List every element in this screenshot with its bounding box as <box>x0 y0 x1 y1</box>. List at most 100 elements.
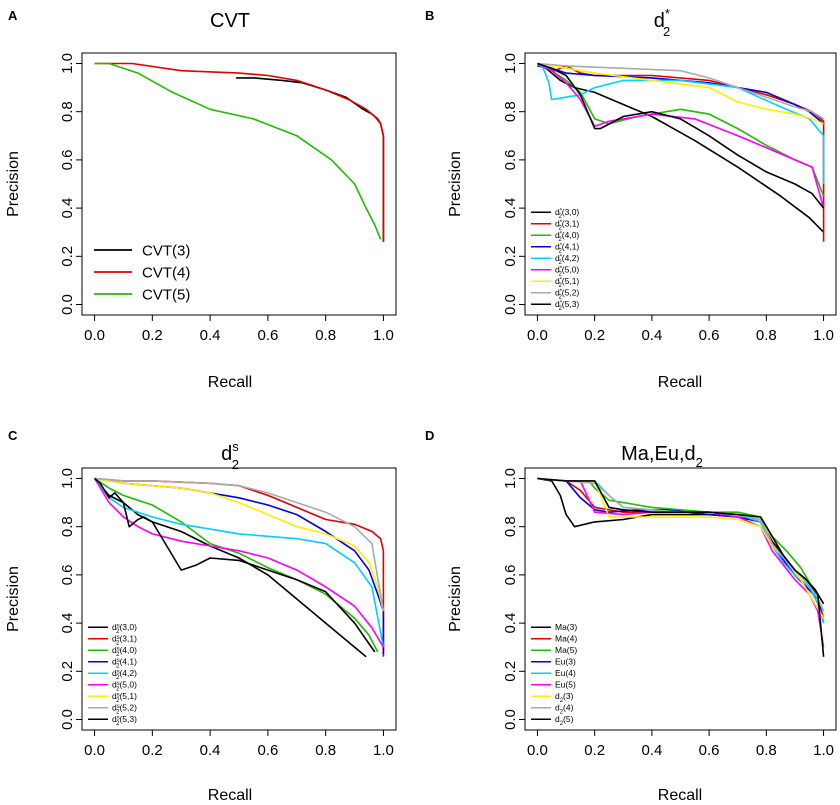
legend: CVT(3) CVT(4) CVT(5) <box>94 242 190 303</box>
legend-name: d <box>555 219 560 229</box>
x-tick-label: 0.2 <box>142 327 163 344</box>
legend-params: (5,0) <box>562 265 580 275</box>
legend-sup: s <box>117 669 120 675</box>
legend-label-6: ds 2(5,0) <box>112 680 137 693</box>
legend-label-4: Eu(3) <box>555 657 576 667</box>
y-axis-label: Precision <box>447 566 464 632</box>
x-tick-label: 0.8 <box>315 742 336 759</box>
y-axis-label: Precision <box>447 151 464 217</box>
legend-params: (4,0) <box>119 645 137 655</box>
legend-label-6: d* 2(5,0) <box>555 265 579 278</box>
legend-name: d <box>112 634 117 644</box>
legend-label-2: ds 2(3,1) <box>112 634 137 647</box>
legend-sub: 2 <box>558 272 561 278</box>
legend-name: Eu(4) <box>555 668 576 678</box>
series-line-3 <box>94 477 379 653</box>
legend-sub: 2 <box>560 698 563 704</box>
legend-name: CVT(3) <box>142 242 190 259</box>
legend-label-7: d* 2(5,1) <box>555 276 579 289</box>
x-axis-label: Recall <box>658 787 702 804</box>
legend-sub: 2 <box>558 283 561 289</box>
legend-name: Ma(4) <box>555 634 577 644</box>
y-axis-label: Precision <box>5 566 22 632</box>
chart-title: CVT <box>210 10 250 32</box>
legend-sub: 2 <box>116 641 119 647</box>
panel-letter: B <box>425 8 434 23</box>
y-tick-label: 0.2 <box>59 661 76 682</box>
legend-label-7: ds 2(5,1) <box>112 691 137 704</box>
legend-label-2: CVT(4) <box>142 264 190 281</box>
legend-params: (5,2) <box>119 703 137 713</box>
x-tick-label: 0.0 <box>527 742 548 759</box>
plot-frame <box>524 52 837 316</box>
title-sub: 2 <box>696 455 703 470</box>
y-tick-label: 0.6 <box>502 149 519 170</box>
x-tick-label: 0.0 <box>527 327 548 344</box>
legend-sup: s <box>117 715 120 721</box>
legend-sub: 2 <box>116 698 119 704</box>
legend-sub: 2 <box>116 629 119 635</box>
y-tick-label: 0.0 <box>59 294 76 315</box>
legend-sup: * <box>560 266 563 272</box>
plot-frame <box>81 467 397 731</box>
legend-name: d <box>112 691 117 701</box>
series-line-9 <box>537 62 825 209</box>
y-tick-label: 1.0 <box>502 53 519 74</box>
x-axis-label: Recall <box>658 374 702 391</box>
legend-name: d <box>555 691 560 701</box>
chart-title: d* 2 <box>654 6 670 39</box>
legend: d* 2(3,0)d* 2(3,1)d* 2(4,0)d* 2(4,1)d* 2(4,2)… <box>531 207 579 312</box>
panel-D: DMa,Eu,d20.0 0.2 0.4 0.6 0.8 1.00.00.20.40.60… <box>425 428 837 804</box>
legend-params: (5,1) <box>119 691 137 701</box>
legend-label-5: Eu(4) <box>555 668 576 678</box>
series-line-7 <box>94 477 385 612</box>
y-axis-label: Precision <box>5 151 22 217</box>
legend-params: (4,2) <box>119 668 137 678</box>
title-main: CVT <box>210 10 250 32</box>
series-line-8 <box>94 477 385 612</box>
panel-letter: D <box>425 428 434 443</box>
title-sup: * <box>665 6 670 21</box>
x-tick-label: 0.4 <box>641 327 662 344</box>
title-main: Ma,Eu,d <box>621 443 695 465</box>
legend-name: d <box>555 276 560 286</box>
legend-sup: * <box>560 208 563 214</box>
y-tick-label: 0.2 <box>59 246 76 267</box>
y-tick-label: 0.6 <box>59 149 76 170</box>
title-sup: s <box>232 439 239 454</box>
legend-sub: 2 <box>558 214 561 220</box>
series-line-7 <box>537 477 825 619</box>
legend-params: (4,1) <box>562 242 580 252</box>
legend-label-8: d* 2(5,2) <box>555 288 579 301</box>
legend-sup: * <box>560 243 563 249</box>
legend-name: Ma(3) <box>555 622 577 632</box>
legend-name: d <box>555 703 560 713</box>
x-tick-label: 0.4 <box>641 742 662 759</box>
legend-name: d <box>555 207 560 217</box>
legend-name: d <box>555 265 560 275</box>
legend: Ma(3)Ma(4)Ma(5)Eu(3)Eu(4)Eu(5)d2(3)d2(4)… <box>531 622 577 727</box>
series-line-6 <box>537 477 825 648</box>
y-tick-label: 0.2 <box>502 661 519 682</box>
legend-sub: 2 <box>558 237 561 243</box>
legend-name: d <box>112 714 117 724</box>
legend-params: (4,1) <box>119 657 137 667</box>
x-tick-label: 0.8 <box>756 742 777 759</box>
series-line-2 <box>537 477 825 619</box>
chart-title: ds 2 <box>221 439 239 472</box>
series-line-4 <box>94 477 385 655</box>
legend-sup: s <box>117 704 120 710</box>
x-tick-label: 0.8 <box>756 327 777 344</box>
legend-label-5: ds 2(4,2) <box>112 668 137 681</box>
series-group <box>537 477 825 657</box>
legend-params: (3,0) <box>562 207 580 217</box>
y-tick-label: 0.8 <box>502 101 519 122</box>
legend-sup: s <box>117 692 120 698</box>
legend-sup: * <box>560 231 563 237</box>
legend-label-1: d* 2(3,0) <box>555 207 579 220</box>
legend-label-3: CVT(5) <box>142 286 190 303</box>
legend-name: d <box>112 645 117 655</box>
legend-name: Eu(3) <box>555 657 576 667</box>
title-sub: 2 <box>663 24 670 39</box>
legend-sup: * <box>560 220 563 226</box>
